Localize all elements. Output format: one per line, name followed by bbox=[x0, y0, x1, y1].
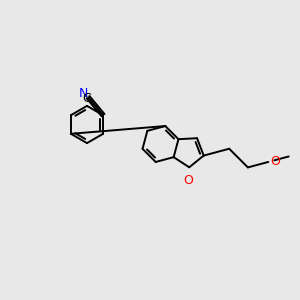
Text: N: N bbox=[79, 87, 88, 100]
Text: O: O bbox=[183, 174, 193, 187]
Text: O: O bbox=[270, 155, 280, 168]
Text: C: C bbox=[82, 92, 91, 105]
